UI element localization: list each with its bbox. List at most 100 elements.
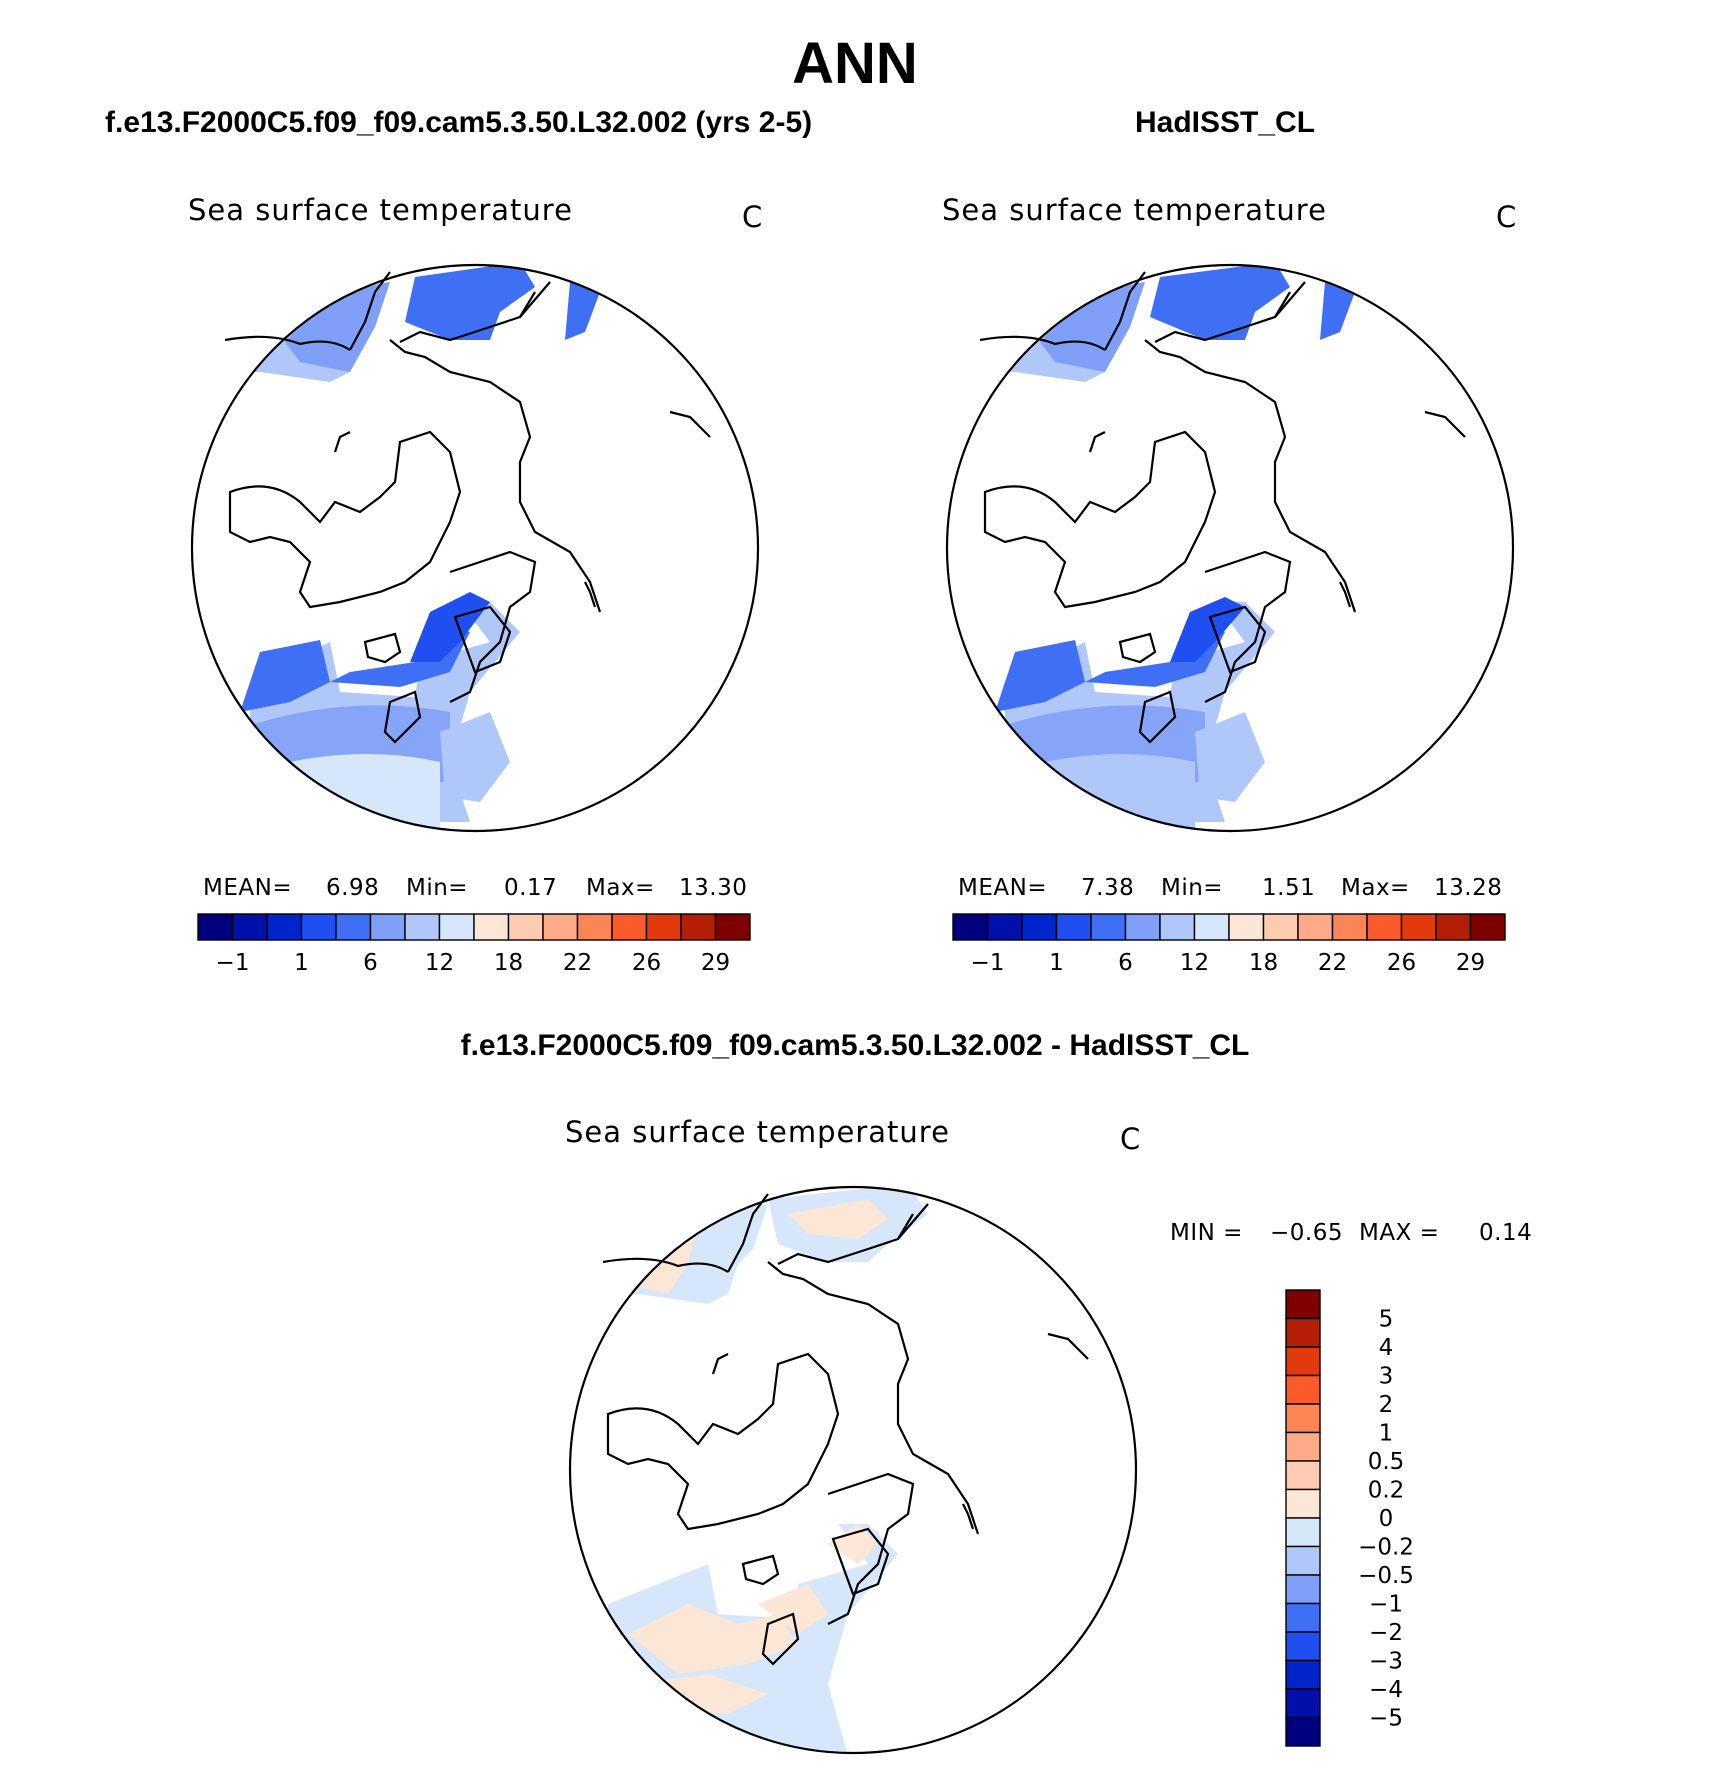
panel-3-colorbar-swatch-10 (1285, 1574, 1321, 1605)
panel-3-colorbar-tick-label-2: 3 (1379, 1364, 1394, 1390)
panel-1-colorbar-swatch-6 (404, 913, 441, 941)
panel-2-sst-field (975, 265, 1355, 831)
panel-3-colorbar-swatch-13 (1285, 1659, 1321, 1690)
panel-1-colorbar-tick-label-0: −1 (216, 950, 250, 976)
panel-1-colorbar-tick-label-5: 22 (563, 950, 592, 976)
panel-1-coastlines (224, 271, 711, 744)
panel-1-mean-value: 6.98 (326, 875, 380, 901)
panel-2-colorbar-tick-label-4: 18 (1249, 950, 1278, 976)
panel-2-title: HadISST_CL (1135, 106, 1316, 139)
panel-3-colorbar-swatch-9 (1285, 1545, 1321, 1576)
panel-1-colorbar-swatch-4 (335, 913, 372, 941)
panel-2-colorbar-swatch-12 (1366, 913, 1403, 941)
panel-1-sst-field (220, 265, 600, 831)
panel-3-colorbar-tick-label-5: 0.5 (1368, 1449, 1405, 1475)
panel-1-colorbar-swatch-2 (266, 913, 303, 941)
panel-1-min-label: Min= (406, 875, 469, 901)
panel-3-colorbar-tick-label-11: −2 (1369, 1620, 1403, 1646)
panel-3-units: C (1120, 1122, 1142, 1156)
panel-2-map (945, 263, 1515, 833)
panel-2-units: C (1496, 200, 1518, 234)
panel-1-colorbar-tick-label-3: 12 (425, 950, 454, 976)
panel-2-colorbar-swatch-5 (1124, 913, 1161, 941)
panel-1-max-label: Max= (586, 875, 655, 901)
panel-1-colorbar-swatch-5 (369, 913, 406, 941)
panel-1-colorbar-swatch-7 (438, 913, 475, 941)
panel-2-mean-value: 7.38 (1081, 875, 1135, 901)
panel-2-coastlines (979, 271, 1466, 744)
panel-3-colorbar-tick-label-1: 4 (1379, 1335, 1394, 1361)
panel-3-colorbar-swatch-7 (1285, 1488, 1321, 1519)
main-title: ANN (792, 31, 918, 96)
panel-1-colorbar-tick-label-7: 29 (701, 950, 730, 976)
panel-3-colorbar-swatch-1 (1285, 1317, 1321, 1348)
panel-1-colorbar-swatch-1 (231, 913, 268, 941)
panel-3-map (568, 1185, 1138, 1755)
panel-2-colorbar-swatch-10 (1297, 913, 1334, 941)
panel-1-mean-label: MEAN= (203, 875, 293, 901)
panel-2-colorbar-tick-label-5: 22 (1318, 950, 1347, 976)
panel-1-map-boundary (190, 263, 760, 833)
panel-1-colorbar-swatch-13 (645, 913, 682, 941)
panel-3-colorbar-swatch-0 (1285, 1289, 1321, 1320)
panel-1-colorbar-tick-label-4: 18 (494, 950, 523, 976)
panel-3-colorbar: 54 32 10.5 0.20 −0.2−0.5 −1−2 −3−4 −5 (1285, 1289, 1414, 1747)
panel-3-min-value: −0.65 (1270, 1220, 1343, 1246)
panel-3-max-value: 0.14 (1479, 1220, 1533, 1246)
panel-1-title: f.e13.F2000C5.f09_f09.cam5.3.50.L32.002 … (105, 106, 813, 139)
panel-2-max-label: Max= (1341, 875, 1410, 901)
panel-3-colorbar-swatch-3 (1285, 1374, 1321, 1405)
panel-2-colorbar-tick-label-6: 26 (1387, 950, 1416, 976)
panel-3-colorbar-tick-label-3: 2 (1379, 1392, 1394, 1418)
panel-1-colorbar-tick-label-1: 1 (294, 950, 309, 976)
panel-3-colorbar-tick-label-14: −5 (1369, 1706, 1403, 1732)
panel-3-map-boundary (568, 1185, 1138, 1755)
panel-3-colorbar-swatch-5 (1285, 1431, 1321, 1462)
panel-1-colorbar-swatch-14 (680, 913, 717, 941)
panel-2-colorbar-swatch-14 (1435, 913, 1472, 941)
panel-3-colorbar-tick-label-13: −4 (1369, 1677, 1403, 1703)
panel-1-units: C (742, 200, 764, 234)
panel-1-colorbar-swatch-15 (714, 913, 751, 941)
panel-2-colorbar-swatch-2 (1021, 913, 1058, 941)
panel-2-colorbar-tick-label-0: −1 (971, 950, 1005, 976)
panel-2-map-boundary (945, 263, 1515, 833)
panel-2-colorbar-swatch-9 (1262, 913, 1299, 941)
panel-3-diff-field (598, 1187, 928, 1753)
panel-2-min-label: Min= (1161, 875, 1224, 901)
panel-1-variable-label: Sea surface temperature (188, 193, 573, 227)
panel-3-coastlines (602, 1193, 1089, 1666)
panel-2-variable-label: Sea surface temperature (942, 193, 1327, 227)
panel-3-colorbar-swatch-12 (1285, 1631, 1321, 1662)
panel-2-colorbar-swatch-7 (1193, 913, 1230, 941)
panel-3-title: f.e13.F2000C5.f09_f09.cam5.3.50.L32.002 … (460, 1029, 1250, 1062)
panel-3-colorbar-swatch-15 (1285, 1716, 1321, 1747)
panel-1-colorbar-swatch-3 (300, 913, 337, 941)
panel-2-colorbar: −1 1 6 12 18 22 26 29 (952, 913, 1506, 976)
panel-2-colorbar-tick-label-2: 6 (1118, 950, 1133, 976)
panel-1-colorbar-tick-label-6: 26 (632, 950, 661, 976)
panel-1-colorbar-tick-label-2: 6 (363, 950, 378, 976)
panel-2-colorbar-swatch-4 (1090, 913, 1127, 941)
panel-3-colorbar-tick-label-8: −0.2 (1358, 1535, 1414, 1561)
panel-1-colorbar: −1 1 6 12 18 22 26 29 (197, 913, 751, 976)
panel-1-max-value: 13.30 (679, 875, 748, 901)
panel-3-colorbar-tick-label-7: 0 (1379, 1506, 1394, 1532)
panel-3-colorbar-tick-label-4: 1 (1379, 1421, 1394, 1447)
panel-3-colorbar-tick-label-9: −0.5 (1358, 1563, 1414, 1589)
panel-2-colorbar-tick-label-3: 12 (1180, 950, 1209, 976)
panel-3-max-label: MAX = (1359, 1220, 1440, 1246)
panel-2-max-value: 13.28 (1434, 875, 1503, 901)
panel-1-colorbar-swatch-9 (507, 913, 544, 941)
panel-3-colorbar-swatch-2 (1285, 1346, 1321, 1377)
panel-3-colorbar-tick-label-12: −3 (1369, 1649, 1403, 1675)
panel-2-mean-label: MEAN= (958, 875, 1048, 901)
panel-3-colorbar-swatch-4 (1285, 1403, 1321, 1434)
panel-1-min-value: 0.17 (504, 875, 558, 901)
panel-1-map (190, 263, 760, 833)
panel-3-variable-label: Sea surface temperature (565, 1115, 950, 1149)
panel-2-colorbar-swatch-8 (1228, 913, 1265, 941)
panel-1-colorbar-swatch-10 (542, 913, 579, 941)
panel-2-colorbar-tick-label-7: 29 (1456, 950, 1485, 976)
panel-2-colorbar-tick-label-1: 1 (1049, 950, 1064, 976)
